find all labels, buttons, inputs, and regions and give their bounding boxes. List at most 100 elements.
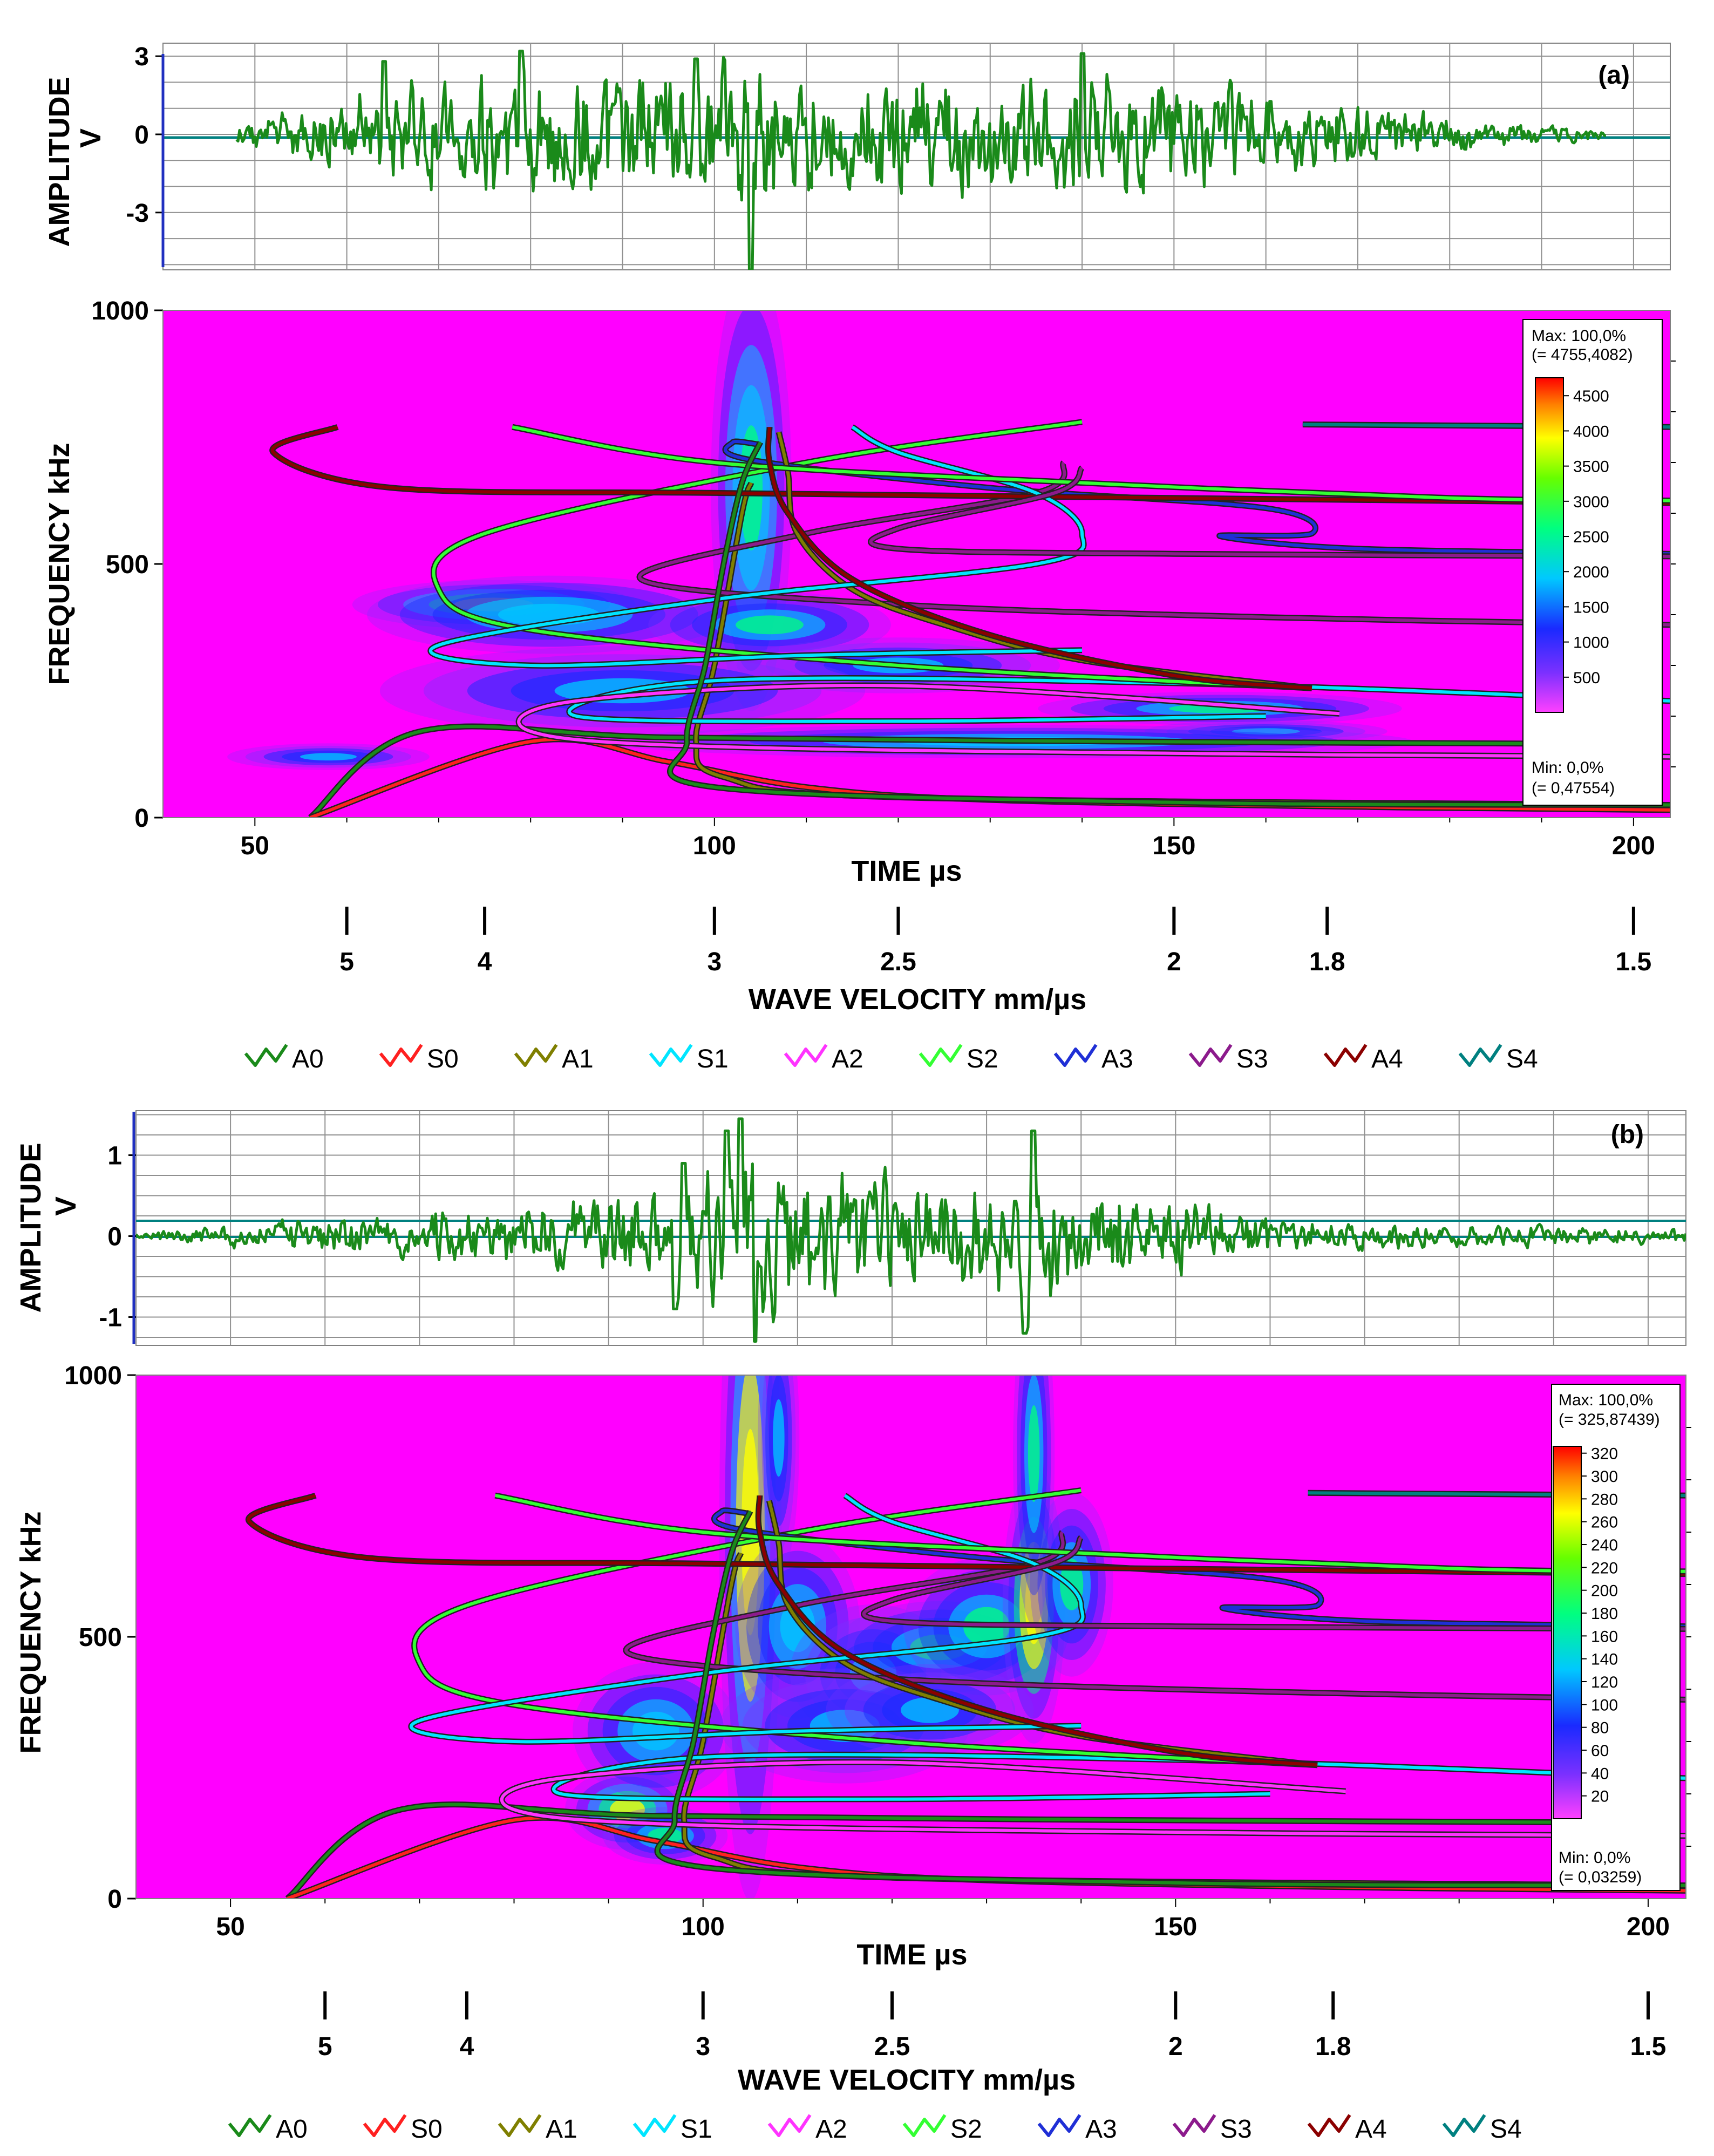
legend-label: S4 xyxy=(1490,2115,1522,2144)
legend-swatch xyxy=(228,2114,272,2137)
legend-label: A0 xyxy=(292,1045,324,1073)
legend-label: S0 xyxy=(411,2115,443,2144)
velocity-tick-label: 4 xyxy=(460,2032,474,2061)
xtick-label: 100 xyxy=(682,1913,725,1941)
velocity-tick-label: 1.8 xyxy=(1315,2032,1351,2061)
legend-item-s1: S1 xyxy=(649,1044,729,1073)
energy-blob xyxy=(1028,1405,1040,1502)
mode-curve-s1 xyxy=(552,1753,1686,1801)
colorbar-tick-label: 1000 xyxy=(1573,634,1609,652)
legend-swatch xyxy=(1458,1044,1502,1067)
mode-curve-a4 xyxy=(757,1495,1318,1767)
ytick-label: -1 xyxy=(99,1304,122,1332)
colorbar-a-max-value: (= 4755,4082) xyxy=(1532,346,1633,364)
legend-item-s1: S1 xyxy=(632,2114,712,2144)
velocity-tick-label: 1.5 xyxy=(1630,2032,1667,2061)
legend-item-a0: A0 xyxy=(244,1044,324,1073)
legend-item-a1: A1 xyxy=(514,1044,594,1073)
legend-label: S1 xyxy=(697,1045,729,1073)
legend-label: A2 xyxy=(815,2115,847,2144)
colorbar-tick-label: 60 xyxy=(1591,1742,1609,1760)
xtick-label: 150 xyxy=(1154,1913,1197,1941)
mode-curve-s2 xyxy=(412,1488,1318,1767)
panel-b-label: (b) xyxy=(1611,1120,1644,1149)
colorbar-a-ticks: 500 1000 1500 2000 2500 3000 3500 4000 4500 xyxy=(1563,387,1609,687)
velocity-tick-label: 5 xyxy=(339,948,354,976)
mode-curve-a0 xyxy=(668,441,1670,807)
colorbar-tick-label: 300 xyxy=(1591,1468,1618,1486)
panel-b-waveform: 1 0 -1 AMPLITUDE V (b) xyxy=(15,1110,1686,1346)
legend-swatch xyxy=(1172,2114,1216,2137)
colorbar-tick-label: 100 xyxy=(1591,1696,1618,1714)
colorbar-tick-label: 240 xyxy=(1591,1536,1618,1554)
waveform-b-yunit: V xyxy=(50,1196,82,1216)
legend-label: A3 xyxy=(1101,1045,1133,1073)
velocity-tick-label: 2.5 xyxy=(874,2032,910,2061)
colorbar-tick-label: 140 xyxy=(1591,1651,1618,1669)
colorbar-tick-label: 2500 xyxy=(1573,528,1609,546)
velocity-tick-label: 5 xyxy=(318,2032,332,2061)
ytick-label: 3 xyxy=(134,43,149,71)
energy-blob xyxy=(300,753,357,761)
colorbar-b-max-value: (= 325,87439) xyxy=(1559,1411,1660,1429)
ytick-label: -3 xyxy=(126,199,149,228)
colorbar-b-max: Max: 100,0% xyxy=(1559,1391,1653,1409)
colorbar-tick-label: 40 xyxy=(1591,1765,1609,1783)
legend-item-s4: S4 xyxy=(1442,2114,1522,2144)
mode-curve-s0 xyxy=(287,1816,1686,1899)
legend-item-a3: A3 xyxy=(1037,2114,1117,2144)
colorbar-tick-label: 180 xyxy=(1591,1605,1618,1623)
ytick-label: 1 xyxy=(107,1142,122,1171)
ytick-label: 500 xyxy=(106,550,149,579)
legend-label: S0 xyxy=(427,1045,459,1073)
legend-label: A1 xyxy=(546,2115,577,2144)
colorbar-tick-label: 3500 xyxy=(1573,458,1609,476)
velocity-tick-label: 4 xyxy=(478,948,492,976)
mode-curve-s3 xyxy=(869,466,1670,558)
tf-b-xlabel: TIME µs xyxy=(856,1939,967,1971)
mode-curve-s0 xyxy=(309,737,1670,818)
colorbar-tick-label: 120 xyxy=(1591,1674,1618,1691)
xtick-label: 200 xyxy=(1612,832,1655,860)
mode-curve-a0 xyxy=(309,725,1634,818)
velocity-tick-label: 2.5 xyxy=(880,948,916,976)
mode-curve-s3 xyxy=(862,1536,1686,1631)
velocity-tick-label: 2 xyxy=(1167,948,1181,976)
mode-curve-a0 xyxy=(656,1510,1686,1887)
legend-swatch xyxy=(1188,1044,1233,1067)
tf-a-yticks: 0 500 1000 xyxy=(91,297,1676,833)
waveform-b-signal xyxy=(136,1117,1686,1343)
panel-a-label: (a) xyxy=(1598,61,1630,90)
legend-label: A1 xyxy=(562,1045,594,1073)
tf-b-energy-map xyxy=(565,1375,1113,1899)
ytick-label: 0 xyxy=(107,1223,122,1252)
xtick-label: 200 xyxy=(1627,1913,1670,1941)
colorbar-tick-label: 320 xyxy=(1591,1445,1618,1463)
mode-curve-s1 xyxy=(428,425,1086,668)
colorbar-b-min-value: (= 0,03259) xyxy=(1559,1868,1642,1886)
legend-swatch xyxy=(514,1044,558,1067)
legend-label: A2 xyxy=(832,1045,863,1073)
tf-b-yticks: 0 500 1000 xyxy=(64,1362,1691,1914)
legend-label: A0 xyxy=(276,2115,308,2144)
mode-curve-s2 xyxy=(512,425,1670,502)
energy-blob xyxy=(736,615,804,635)
xtick-label: 150 xyxy=(1152,832,1195,860)
colorbar-a-max: Max: 100,0% xyxy=(1532,327,1626,345)
waveform-a-frame xyxy=(162,43,1671,270)
tf-a-frame xyxy=(162,310,1671,818)
colorbar-tick-label: 80 xyxy=(1591,1719,1609,1737)
velocity-tick-label: 1.8 xyxy=(1309,948,1345,976)
colorbar-b: Max: 100,0% (= 325,87439) 20 40 60 80 100 120… xyxy=(1551,1384,1681,1891)
tf-b-velocity-axis: 5 4 3 2.5 2 1.8 1.5 xyxy=(318,1991,1666,2061)
legend-label: S4 xyxy=(1506,1045,1538,1073)
legend-item-s2: S2 xyxy=(902,2114,982,2144)
mode-curve-s1 xyxy=(567,676,1670,723)
tf-b-velocity-label: WAVE VELOCITY mm/µs xyxy=(738,2064,1076,2096)
legend-swatch xyxy=(632,2114,677,2137)
waveform-a-yticks: 3 0 -3 xyxy=(126,43,163,228)
legend-label: S1 xyxy=(681,2115,712,2144)
legend-item-a4: A4 xyxy=(1307,2114,1387,2144)
waveform-b-ylabel: AMPLITUDE xyxy=(15,1143,47,1313)
legend-swatch xyxy=(244,1044,288,1067)
